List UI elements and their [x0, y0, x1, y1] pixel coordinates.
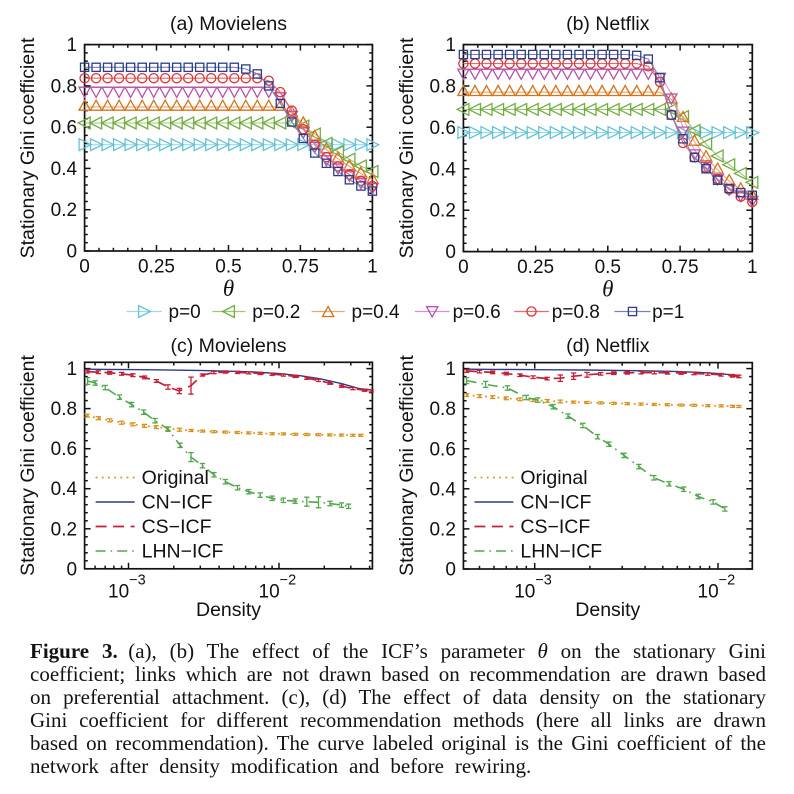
svg-text:10−3: 10−3 [514, 573, 552, 603]
svg-text:0: 0 [458, 257, 469, 278]
svg-text:0.6: 0.6 [429, 439, 455, 460]
svg-text:CS−ICF: CS−ICF [520, 516, 590, 538]
svg-text:Density: Density [575, 599, 640, 621]
svg-text:0: 0 [445, 560, 456, 581]
svg-text:CN−ICF: CN−ICF [520, 492, 591, 514]
svg-text:0.25: 0.25 [138, 257, 175, 278]
svg-text:0.4: 0.4 [429, 159, 456, 180]
svg-text:p=1: p=1 [652, 302, 684, 323]
svg-text:0.6: 0.6 [51, 439, 77, 460]
svg-text:1: 1 [747, 257, 758, 278]
svg-text:0: 0 [445, 242, 456, 263]
svg-text:0.75: 0.75 [282, 257, 319, 278]
svg-text:0.6: 0.6 [51, 118, 77, 139]
svg-text:0.2: 0.2 [51, 519, 77, 540]
svg-text:(b) Netflix: (b) Netflix [566, 13, 650, 35]
svg-text:10−2: 10−2 [259, 573, 297, 603]
svg-text:0.8: 0.8 [429, 399, 455, 420]
svg-text:p=0: p=0 [169, 302, 201, 323]
svg-text:0.8: 0.8 [51, 399, 77, 420]
svg-text:0: 0 [67, 242, 78, 263]
svg-text:10−3: 10−3 [108, 573, 146, 603]
svg-text:Original: Original [142, 467, 209, 489]
svg-text:1: 1 [67, 359, 78, 380]
svg-text:p=0.4: p=0.4 [352, 302, 401, 323]
svg-text:Stationary Gini coefficient: Stationary Gini coefficient [17, 37, 39, 258]
svg-text:0.2: 0.2 [429, 519, 455, 540]
svg-text:p=0.6: p=0.6 [453, 302, 501, 323]
svg-text:Stationary Gini coefficient: Stationary Gini coefficient [396, 355, 418, 576]
svg-text:1: 1 [445, 35, 456, 56]
svg-text:10−2: 10−2 [698, 573, 736, 603]
svg-text:Density: Density [196, 599, 261, 621]
svg-text:p=0.8: p=0.8 [552, 302, 600, 323]
svg-text:p=0.2: p=0.2 [252, 302, 300, 323]
svg-text:0.75: 0.75 [662, 257, 699, 278]
svg-text:(d) Netflix: (d) Netflix [566, 335, 650, 357]
svg-text:θ: θ [602, 277, 613, 302]
svg-text:Stationary Gini coefficient: Stationary Gini coefficient [396, 37, 418, 258]
svg-text:Stationary Gini coefficient: Stationary Gini coefficient [17, 355, 39, 576]
svg-text:1: 1 [445, 359, 456, 380]
svg-text:0.5: 0.5 [215, 257, 241, 278]
svg-text:0.2: 0.2 [429, 201, 455, 222]
svg-text:0.8: 0.8 [429, 77, 455, 98]
svg-text:0.4: 0.4 [51, 479, 78, 500]
svg-text:0: 0 [67, 559, 78, 580]
svg-text:LHN−ICF: LHN−ICF [520, 541, 602, 563]
svg-text:CN−ICF: CN−ICF [142, 492, 213, 514]
svg-text:0.4: 0.4 [51, 159, 78, 180]
svg-text:1: 1 [67, 35, 78, 56]
svg-text:(a) Movielens: (a) Movielens [170, 13, 287, 35]
svg-text:θ: θ [223, 276, 234, 301]
svg-text:0.5: 0.5 [595, 257, 621, 278]
svg-text:CS−ICF: CS−ICF [142, 516, 212, 538]
svg-text:0.6: 0.6 [429, 118, 455, 139]
svg-text:(c) Movielens: (c) Movielens [171, 335, 287, 357]
svg-text:0.8: 0.8 [51, 76, 77, 97]
svg-text:1: 1 [367, 257, 378, 278]
svg-text:0.25: 0.25 [517, 257, 554, 278]
svg-text:0: 0 [79, 257, 90, 278]
svg-text:0.4: 0.4 [429, 479, 456, 500]
svg-text:Original: Original [520, 467, 587, 489]
svg-text:0.2: 0.2 [51, 200, 77, 221]
svg-text:LHN−ICF: LHN−ICF [142, 541, 224, 563]
